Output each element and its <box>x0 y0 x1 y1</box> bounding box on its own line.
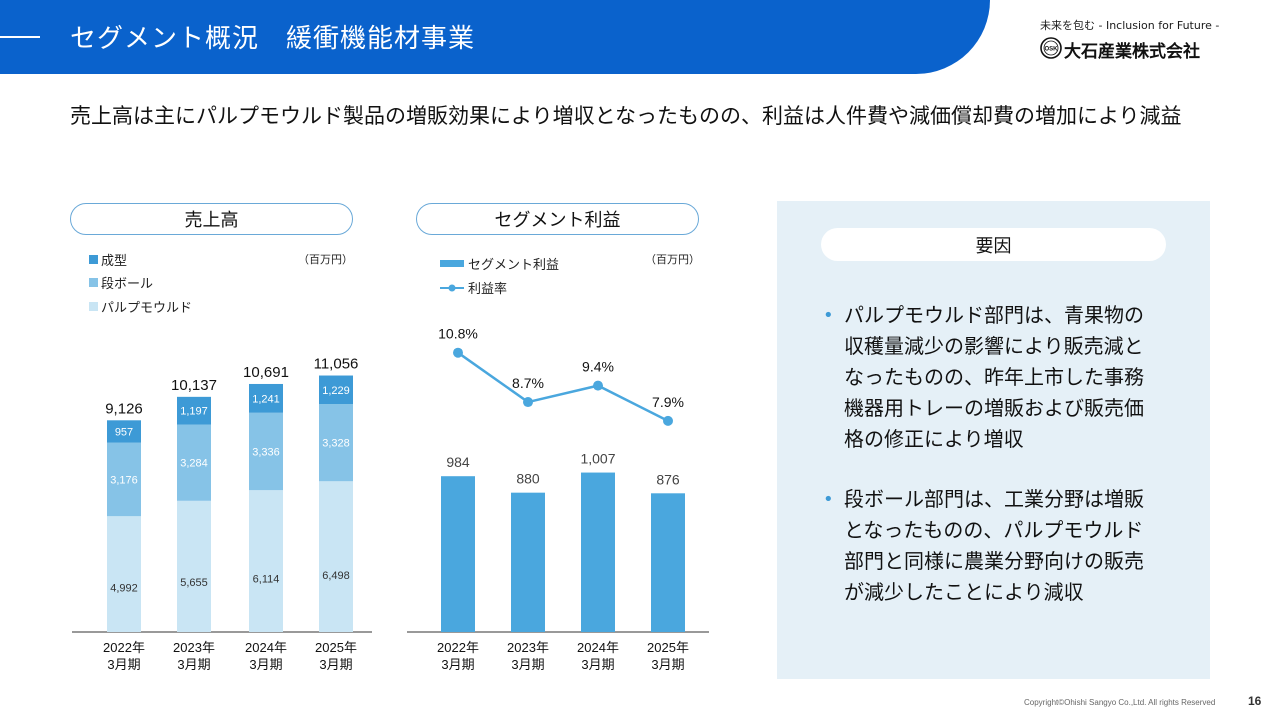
bar-data-label: 4,992 <box>110 582 138 594</box>
bar-data-label: 5,655 <box>180 577 208 589</box>
sales-chart-title: 売上高 <box>70 203 353 235</box>
profit-data-label: 984 <box>446 454 470 470</box>
profit-data-label: 880 <box>516 471 540 487</box>
profit-data-label: 876 <box>656 471 680 487</box>
factors-panel <box>777 201 1210 679</box>
bar-segment <box>249 490 283 632</box>
bar-data-label: 3,176 <box>110 474 138 486</box>
bar-segment <box>249 412 283 491</box>
legend-margin-label: 利益率 <box>468 282 508 297</box>
header-band <box>0 0 990 74</box>
legend-molded-label: 成型 <box>101 254 128 269</box>
x-tick-label: 2024年 3月期 <box>245 640 287 672</box>
legend-profit-label: セグメント利益 <box>468 258 560 273</box>
bar-segment <box>319 481 353 632</box>
margin-point <box>593 380 603 391</box>
legend-pulp: パルプモウルド <box>89 297 192 316</box>
x-tick-label: 2022年 3月期 <box>437 640 479 672</box>
bar-data-label: 1,197 <box>180 406 208 418</box>
profit-bar <box>441 476 475 632</box>
factor-bullet-2: • 段ボール部門は、工業分野は増販となったものの、パルプモウルド部門と同様に農業… <box>823 484 1158 608</box>
bar-total-label: 10,137 <box>171 377 217 394</box>
profit-data-label: 1,007 <box>580 451 615 467</box>
company-name: 大石産業株式会社 <box>1064 42 1200 62</box>
margin-data-label: 7.9% <box>652 394 684 410</box>
legend-margin-swatch <box>440 284 464 291</box>
copyright: Copyright©Ohishi Sangyo Co.,Ltd. All rig… <box>1024 698 1216 707</box>
logo-tagline: 未来を包む - Inclusion for Future - <box>1040 19 1220 32</box>
profit-bar <box>651 493 685 632</box>
bar-segment <box>177 424 211 501</box>
sales-unit: （百万円） <box>298 253 353 266</box>
profit-bar <box>581 472 615 632</box>
margin-line <box>457 351 669 422</box>
bullet-dot: • <box>823 305 834 326</box>
bullet-dot: • <box>823 489 834 510</box>
summary-text: 売上高は主にパルプモウルド製品の増販効果により増収となったものの、利益は人件費や… <box>70 104 1182 128</box>
margin-data-label: 9.4% <box>582 359 614 375</box>
margin-point <box>523 397 533 408</box>
profit-unit: （百万円） <box>645 253 700 266</box>
profit-chart-title: セグメント利益 <box>416 203 699 235</box>
margin-point <box>453 347 463 358</box>
bar-segment <box>319 375 353 405</box>
bar-total-label: 10,691 <box>243 364 289 381</box>
bar-total-label: 11,056 <box>314 356 359 373</box>
legend-profit-swatch <box>440 260 464 267</box>
bar-segment <box>107 442 141 517</box>
legend-molded-swatch <box>89 255 98 264</box>
margin-data-label: 8.7% <box>512 375 544 391</box>
factors-title: 要因 <box>821 228 1166 261</box>
company-logo-icon: OSK <box>1040 37 1062 59</box>
x-tick-label: 2025年 3月期 <box>315 640 357 672</box>
legend-pulp-label: パルプモウルド <box>101 301 193 316</box>
logo-mark-text: OSK <box>1044 47 1058 53</box>
legend-segment-profit: セグメント利益 <box>440 254 559 273</box>
margin-point <box>663 415 673 426</box>
legend-corrugated-label: 段ボール <box>101 277 154 292</box>
bar-segment <box>319 404 353 482</box>
bar-total-label: 9,126 <box>105 400 143 417</box>
legend-pulp-swatch <box>89 302 98 311</box>
bar-data-label: 3,284 <box>180 458 208 470</box>
header-dash <box>0 36 40 38</box>
x-tick-label: 2025年 3月期 <box>647 640 689 672</box>
bar-segment <box>107 420 141 443</box>
factor-bullet-1: • パルプモウルド部門は、青果物の収穫量減少の影響により販売減となったものの、昨… <box>823 300 1158 455</box>
page-title: セグメント概況 緩衝機能材事業 <box>70 24 476 54</box>
legend-molded: 成型 <box>89 250 127 269</box>
bar-data-label: 3,336 <box>252 446 280 458</box>
x-tick-label: 2022年 3月期 <box>103 640 145 672</box>
bar-segment <box>177 500 211 632</box>
profit-chart: 984 880 1,007 876 10.8% 8.7% 9.4% 7.9% 2022年 3月期 2… <box>407 326 709 672</box>
bar-data-label: 1,229 <box>322 385 350 397</box>
page-number: 16 <box>1248 694 1262 708</box>
bar-data-label: 3,328 <box>322 438 350 450</box>
bar-segment <box>249 383 283 413</box>
margin-data-label: 10.8% <box>438 326 478 342</box>
factor-bullet-1-text: パルプモウルド部門は、青果物の収穫量減少の影響により販売減となったものの、昨年上… <box>844 303 1144 451</box>
bar-data-label: 957 <box>115 426 133 438</box>
bar-data-label: 1,241 <box>252 393 280 405</box>
bar-data-label: 6,114 <box>253 573 280 585</box>
bar-segment <box>107 516 141 632</box>
x-tick-label: 2024年 3月期 <box>577 640 619 672</box>
x-tick-label: 2023年 3月期 <box>173 640 215 672</box>
factor-bullet-2-text: 段ボール部門は、工業分野は増販となったものの、パルプモウルド部門と同様に農業分野… <box>844 487 1144 604</box>
legend-corrugated-swatch <box>89 278 98 287</box>
legend-margin: 利益率 <box>440 278 507 297</box>
legend-corrugated: 段ボール <box>89 273 153 292</box>
x-tick-label: 2023年 3月期 <box>507 640 549 672</box>
bar-data-label: 6,498 <box>322 570 350 582</box>
bar-segment <box>177 396 211 425</box>
profit-bar <box>511 492 545 632</box>
sales-chart: 4,992 3,176 957 9,126 5,655 3,284 1,197 10,137 6… <box>72 356 372 672</box>
